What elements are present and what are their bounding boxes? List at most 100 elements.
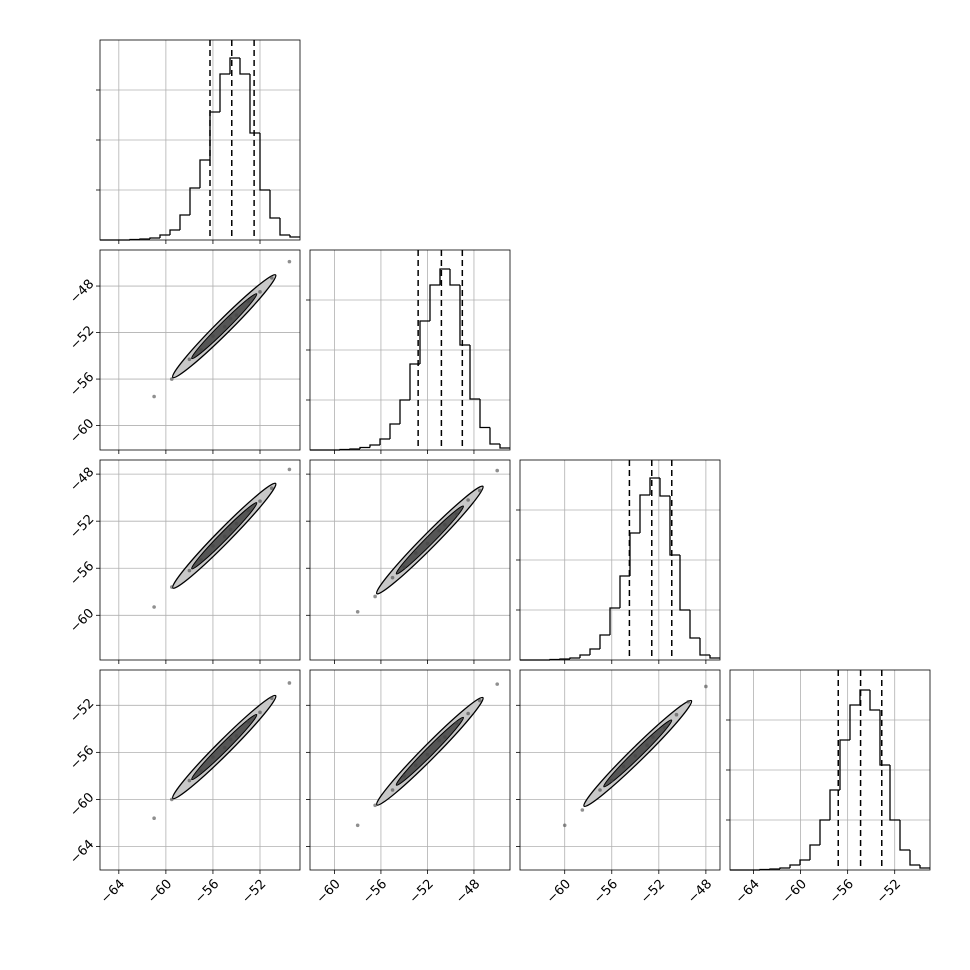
scatter-point xyxy=(211,544,215,548)
contour xyxy=(395,716,464,786)
scatter-point xyxy=(414,763,418,768)
histogram-bin xyxy=(139,238,150,240)
scatter-point xyxy=(443,735,447,739)
histogram-bin xyxy=(379,438,390,445)
histogram-bin xyxy=(249,74,260,134)
scatter-point xyxy=(466,498,470,502)
scatter-point xyxy=(269,276,274,280)
scatter-point xyxy=(402,774,406,778)
y-tick-label: −64 xyxy=(67,837,97,867)
histogram-bin xyxy=(769,868,780,870)
histogram-bin xyxy=(409,363,420,400)
x-tick-label: −60 xyxy=(544,877,574,907)
scatter-point xyxy=(152,816,156,821)
scatter-point xyxy=(228,316,233,321)
histogram-bin xyxy=(679,555,690,611)
x-tick-label: −48 xyxy=(453,877,483,907)
scatter-point xyxy=(477,488,482,493)
panel xyxy=(306,459,511,664)
scatter-point xyxy=(258,290,262,294)
scatter-point xyxy=(199,558,203,562)
histogram-bin xyxy=(639,494,650,533)
scatter-point xyxy=(437,528,441,533)
histogram-bin xyxy=(469,345,480,400)
scatter-point xyxy=(425,752,430,757)
scatter-point xyxy=(199,348,203,352)
panel: −60 −56 −52 −48 xyxy=(516,669,721,907)
histogram-bin xyxy=(289,235,300,238)
scatter-point xyxy=(651,735,655,739)
y-tick-label: −60 xyxy=(67,416,97,446)
scatter-point xyxy=(211,755,215,759)
scatter-point xyxy=(477,698,482,703)
scatter-point xyxy=(246,719,251,724)
panel xyxy=(516,459,721,664)
histogram-bin xyxy=(629,532,640,576)
histogram-bin xyxy=(899,820,910,851)
x-tick-label: −52 xyxy=(239,877,269,907)
y-tick-label: −60 xyxy=(67,790,97,820)
histogram-bin xyxy=(609,607,620,635)
histogram-bin xyxy=(819,819,830,845)
panel-frame xyxy=(729,669,931,871)
histogram-bin xyxy=(159,234,170,238)
histogram-bin xyxy=(709,655,720,659)
histogram-bin xyxy=(269,190,280,219)
histogram-bin xyxy=(839,739,850,790)
scatter-point xyxy=(686,699,691,704)
histogram-bin xyxy=(349,448,360,450)
panel xyxy=(306,249,511,454)
histogram-bin xyxy=(259,133,270,191)
histogram-bin xyxy=(389,423,400,439)
scatter-point xyxy=(222,324,227,329)
scatter-point xyxy=(211,334,215,338)
scatter-point xyxy=(425,541,430,546)
histogram-bin xyxy=(479,399,490,429)
histogram-bin xyxy=(579,654,590,658)
histogram-bin xyxy=(659,478,670,497)
scatter-point xyxy=(187,568,192,573)
y-tick-label: −52 xyxy=(67,512,97,542)
x-tick-label: −56 xyxy=(827,877,857,907)
scatter-point xyxy=(390,575,395,580)
histogram-bin xyxy=(499,444,510,449)
x-tick-label: −48 xyxy=(685,877,715,907)
panel xyxy=(96,39,301,244)
scatter-point xyxy=(258,710,262,715)
y-tick-label: −48 xyxy=(67,465,97,495)
x-tick-label: −60 xyxy=(780,877,810,907)
histogram-bin xyxy=(209,111,220,160)
x-tick-label: −56 xyxy=(192,877,222,907)
contour xyxy=(603,719,673,788)
scatter-point xyxy=(246,299,251,303)
scatter-point xyxy=(437,738,441,743)
x-tick-label: −60 xyxy=(314,877,344,907)
scatter-point xyxy=(228,737,233,742)
histogram-bin xyxy=(359,446,370,449)
histogram-bin xyxy=(879,710,890,766)
histogram-bin xyxy=(569,657,580,659)
scatter-point xyxy=(269,486,274,491)
histogram-bin xyxy=(179,214,190,230)
scatter-point xyxy=(609,778,614,783)
panel-frame xyxy=(99,459,301,661)
histogram-bin xyxy=(449,269,460,286)
scatter-point xyxy=(246,508,251,513)
y-tick-label: −56 xyxy=(67,743,97,773)
panel-frame xyxy=(99,249,301,451)
scatter-point xyxy=(580,808,585,812)
panel-frame xyxy=(99,669,301,871)
scatter-point xyxy=(598,788,602,792)
scatter-point xyxy=(645,743,649,748)
scatter-point xyxy=(187,778,192,783)
panel-frame xyxy=(309,459,511,661)
histogram-bin xyxy=(669,496,680,556)
x-tick-label: −56 xyxy=(360,877,390,907)
histogram-bin xyxy=(459,285,470,346)
y-tick-label: −56 xyxy=(67,370,97,400)
histogram-bin xyxy=(859,689,870,705)
histogram-bin xyxy=(649,477,660,495)
scatter-point xyxy=(234,313,239,317)
x-tick-label: −56 xyxy=(591,877,621,907)
